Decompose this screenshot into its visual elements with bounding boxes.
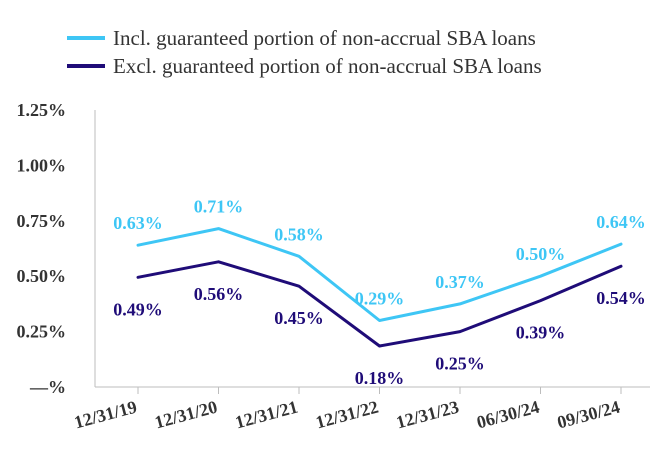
y-tick-label: 0.75% bbox=[17, 211, 67, 231]
x-tick-label: 06/30/24 bbox=[475, 397, 542, 433]
series-line-1 bbox=[136, 227, 623, 322]
series-line-2 bbox=[136, 260, 623, 348]
data-label-series-1: 0.37% bbox=[435, 272, 485, 292]
x-tick-label: 09/30/24 bbox=[555, 397, 622, 433]
data-label-series-1: 0.58% bbox=[274, 224, 324, 244]
data-label-series-1: 0.64% bbox=[596, 212, 646, 232]
y-tick-label: 0.50% bbox=[17, 266, 67, 286]
x-tick-label: 12/31/20 bbox=[153, 397, 220, 433]
data-label-series-2: 0.56% bbox=[194, 284, 244, 304]
data-label-series-1: 0.50% bbox=[516, 244, 566, 264]
y-tick-label: 0.25% bbox=[17, 322, 67, 342]
data-label-series-1: 0.63% bbox=[113, 213, 163, 233]
x-tick-label: 12/31/22 bbox=[314, 397, 381, 433]
x-tick-label: 12/31/23 bbox=[394, 397, 461, 433]
legend-label-series-1: Incl. guaranteed portion of non-accrual … bbox=[113, 26, 536, 50]
data-label-series-1: 0.29% bbox=[355, 289, 405, 309]
data-label-series-2: 0.49% bbox=[113, 299, 163, 319]
data-label-series-1: 0.71% bbox=[194, 197, 244, 217]
data-label-series-2: 0.54% bbox=[596, 288, 646, 308]
data-label-series-2: 0.25% bbox=[435, 354, 485, 374]
y-tick-label: 1.25% bbox=[17, 100, 67, 120]
x-tick-label: 12/31/19 bbox=[72, 397, 139, 433]
y-tick-label: —% bbox=[29, 377, 66, 397]
data-label-series-2: 0.39% bbox=[516, 323, 566, 343]
data-label-series-2: 0.45% bbox=[274, 308, 324, 328]
x-tick-label: 12/31/21 bbox=[233, 397, 300, 433]
data-label-series-2: 0.18% bbox=[355, 368, 405, 388]
y-tick-label: 1.00% bbox=[17, 155, 67, 175]
legend-label-series-2: Excl. guaranteed portion of non-accrual … bbox=[113, 54, 542, 78]
